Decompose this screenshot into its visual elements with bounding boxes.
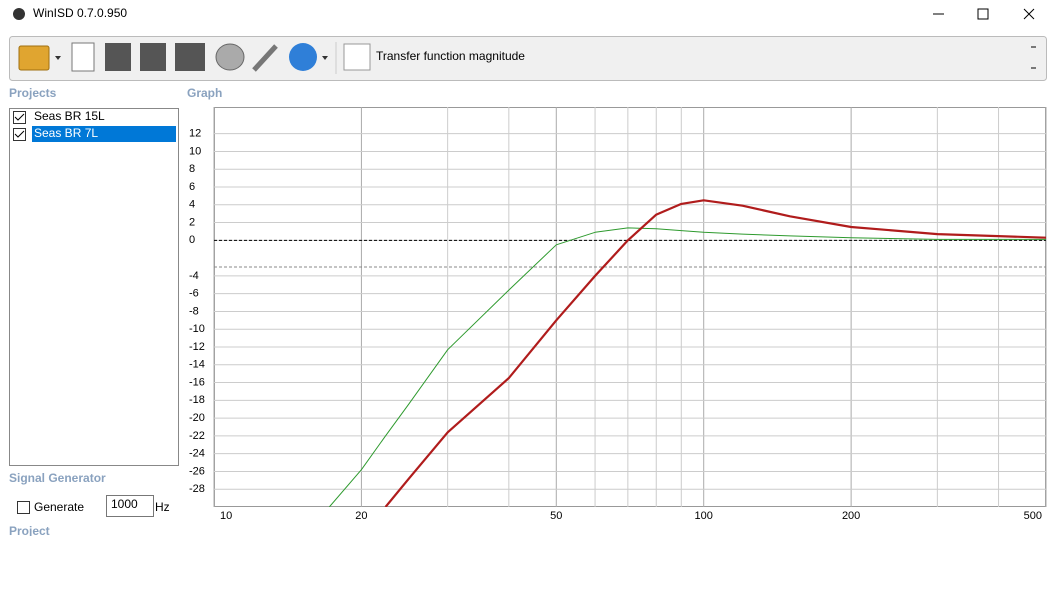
app-icon (13, 8, 25, 20)
frequency-value: 1000 (111, 497, 138, 511)
y-tick-label: -24 (189, 448, 205, 460)
close-button[interactable] (1023, 8, 1035, 20)
y-tick-label: -18 (189, 394, 205, 406)
y-tick-label: -8 (189, 305, 199, 317)
y-tick-label: -14 (189, 359, 205, 371)
project-item[interactable]: Seas BR 15L (34, 109, 105, 123)
maximize-button[interactable] (977, 8, 989, 20)
tools-button[interactable] (252, 44, 278, 72)
open-button[interactable] (18, 45, 50, 71)
save-all-button[interactable] (175, 43, 205, 71)
driver-button[interactable] (215, 43, 245, 71)
x-tick-label: 500 (1024, 510, 1042, 522)
window-title: WinISD 0.7.0.950 (33, 6, 127, 20)
toolbar (9, 36, 1047, 81)
project-item[interactable]: Seas BR 7L (34, 126, 98, 140)
y-tick-label: -20 (189, 412, 205, 424)
new-button[interactable] (71, 42, 95, 72)
projects-list (9, 108, 179, 466)
plot-area (214, 107, 1046, 507)
y-tick-label: 4 (189, 199, 195, 211)
save-button[interactable] (105, 43, 131, 71)
info-button[interactable] (289, 43, 317, 71)
project-checkbox[interactable] (13, 111, 26, 124)
generate-label: Generate (34, 500, 84, 514)
signal-generator-label: Signal Generator (9, 471, 106, 485)
graph-label: Graph (187, 86, 222, 100)
graph-icon[interactable] (343, 43, 371, 71)
x-tick-label: 200 (842, 510, 860, 522)
y-tick-label: -4 (189, 270, 199, 282)
y-tick-label: -16 (189, 376, 205, 388)
y-tick-label: 2 (189, 216, 195, 228)
selection-highlight (32, 126, 176, 142)
x-tick-label: 20 (355, 510, 367, 522)
series-group (328, 199, 1046, 507)
graph-selector[interactable]: Transfer function magnitude (376, 49, 525, 63)
toolbar-icons (18, 42, 371, 74)
check-mark (14, 113, 25, 121)
open-dropdown[interactable] (55, 56, 61, 60)
projects-label: Projects (9, 86, 57, 100)
project-checkbox[interactable] (13, 128, 26, 141)
info-dropdown[interactable] (322, 56, 328, 60)
y-tick-label: 0 (189, 234, 195, 246)
plot: 10 20 50 100 200 500121086420-4-6-8-10-12-14-… (189, 107, 1047, 522)
y-tick-label: -10 (189, 323, 205, 335)
series-line (384, 199, 1046, 507)
save-as-button[interactable] (140, 43, 166, 71)
project-label: Project (9, 524, 50, 538)
y-tick-label: -6 (189, 288, 199, 300)
series-line (328, 227, 1046, 507)
below-window (0, 536, 1051, 600)
generate-checkbox[interactable] (17, 501, 30, 514)
y-tick-label: -26 (189, 465, 205, 477)
frequency-unit: Hz (155, 500, 170, 514)
y-tick-label: -12 (189, 341, 205, 353)
x-tick-label: 50 (550, 510, 562, 522)
frequency-input[interactable] (106, 495, 154, 517)
x-tick-label: 10 (220, 510, 232, 522)
y-tick-label: 8 (189, 163, 195, 175)
y-tick-label: -28 (189, 483, 205, 495)
check-mark (14, 130, 25, 138)
x-tick-label: 100 (695, 510, 713, 522)
y-tick-label: 10 (189, 145, 201, 157)
y-tick-label: 6 (189, 181, 195, 193)
y-tick-label: 12 (189, 128, 201, 140)
y-tick-label: -22 (189, 430, 205, 442)
